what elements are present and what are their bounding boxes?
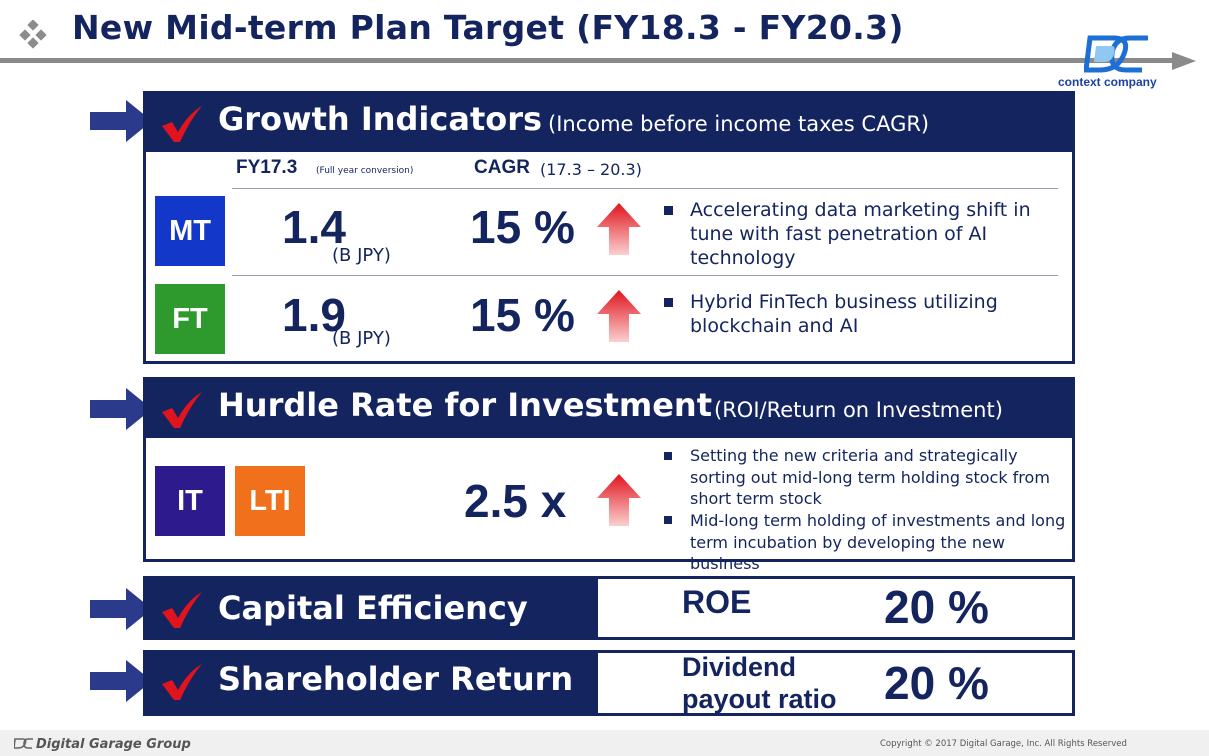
red-up-arrow-icon [597,203,641,255]
right-arrow-icon [90,588,152,630]
lti-badge: LTI [235,466,305,536]
hurdle-subtitle: (ROI/Return on Investment) [714,398,1003,422]
footer-bar [0,730,1209,756]
red-checkmark-icon [162,664,202,700]
bullet-square [664,516,672,524]
red-up-arrow-icon [597,290,641,342]
mt-unit: (B JPY) [332,245,391,266]
dividend-label-2: payout ratio [682,684,837,714]
hurdle-header-bar [143,377,1075,438]
red-up-arrow-icon [597,474,641,526]
ft-description: Hybrid FinTech business utilizing blockc… [690,291,998,337]
hurdle-bullet-2: Mid-long term holding of investments and… [690,511,1066,573]
mt-description: Accelerating data marketing shift in tun… [690,199,1031,269]
cagr-column-note: (17.3 – 20.3) [540,160,642,179]
hurdle-bullet-1: Setting the new criteria and strategical… [690,446,1050,508]
roe-label: ROE [682,584,752,620]
ft-cagr: 15 % [470,289,575,341]
cagr-column-label: CAGR [474,157,530,178]
hurdle-title: Hurdle Rate for Investment [218,386,712,424]
ft-value: 1.9 [282,289,346,341]
page-title: New Mid-term Plan Target (FY18.3 - FY20.… [72,8,904,47]
ft-unit: (B JPY) [332,328,391,349]
fy-column-note: (Full year conversion) [316,166,414,176]
red-checkmark-icon [162,106,202,142]
mt-badge: MT [155,196,225,266]
mt-value: 1.4 [282,201,346,253]
title-divider [0,58,1175,63]
right-arrow-icon [90,660,152,702]
bullet-square [664,206,673,215]
shareholder-title: Shareholder Return [218,660,574,698]
shareholder-metric-box [598,653,1072,713]
it-badge: IT [155,466,225,536]
red-checkmark-icon [162,592,202,628]
dividend-value: 20 % [884,657,989,709]
title-divider-arrowhead [1172,52,1196,70]
growth-title: Growth Indicators [218,100,543,138]
footer-copyright: Copyright © 2017 Digital Garage, Inc. Al… [880,739,1127,749]
capital-metric-box [598,579,1072,637]
dg-logo-icon [1084,35,1148,73]
bullet-square [664,298,673,307]
right-arrow-icon [90,388,152,430]
mt-cagr: 15 % [470,201,575,253]
dividend-label-1: Dividend [682,652,797,682]
divider-line [232,275,1058,276]
growth-header-bar [143,91,1075,152]
right-arrow-icon [90,100,152,142]
ft-badge: FT [155,284,225,354]
footer-brand: Digital Garage Group [36,737,191,752]
hurdle-value: 2.5 x [464,475,567,527]
capital-title: Capital Efficiency [218,589,528,627]
red-checkmark-icon [162,392,202,428]
logo-tagline: context company [1058,75,1157,89]
roe-value: 20 % [884,581,989,633]
fy-column-label: FY17.3 [236,157,298,178]
dg-small-logo-icon [14,738,33,749]
bullet-square [664,452,672,460]
growth-subtitle: (Income before income taxes CAGR) [548,112,930,136]
divider-line [232,188,1058,189]
diamond-cluster-icon [19,20,47,49]
